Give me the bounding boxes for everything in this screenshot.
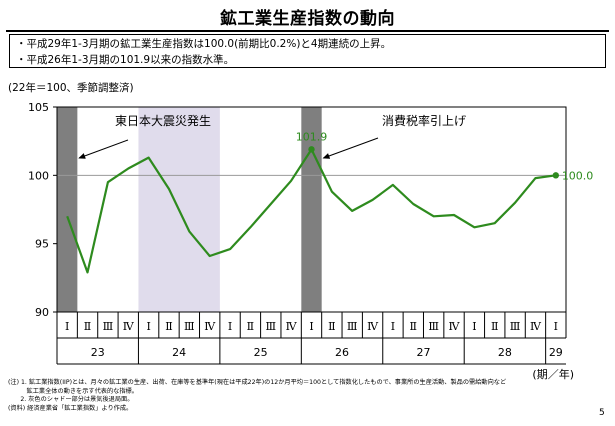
year-label-24: 24 xyxy=(172,346,186,359)
source-note: (資料) 経済産業省「鉱工業指数」より作成。 xyxy=(8,404,133,412)
year-label-25: 25 xyxy=(254,346,268,359)
quarter-label: Ⅳ xyxy=(123,320,135,333)
year-label-23: 23 xyxy=(91,346,105,359)
title-divider xyxy=(6,30,609,32)
plot-frame xyxy=(56,106,567,313)
summary-box: ・平成29年1-3月期の鉱工業生産指数は100.0(前期比0.2%)と4期連続の… xyxy=(9,34,606,68)
quarter-label: Ⅰ xyxy=(391,320,395,333)
quarter-label: Ⅱ xyxy=(328,320,335,333)
y-tick-label-100: 100 xyxy=(28,169,49,182)
quarter-label: Ⅰ xyxy=(65,320,69,333)
data-label-101.9: 101.9 xyxy=(296,130,328,143)
quarter-label: Ⅰ xyxy=(472,320,476,333)
quarter-label: Ⅱ xyxy=(410,320,417,333)
quarter-label: Ⅳ xyxy=(530,320,542,333)
quarter-label: Ⅳ xyxy=(449,320,461,333)
annotation-earthquake: 東日本大震災発生 xyxy=(115,114,211,128)
quarter-label: Ⅲ xyxy=(103,320,114,333)
footnote-2: 2. 灰色のシャドー部分は景気後退局面。 xyxy=(8,396,134,404)
page-number: 5 xyxy=(599,408,605,418)
quarter-label: Ⅱ xyxy=(247,320,254,333)
quarter-label: Ⅳ xyxy=(367,320,379,333)
quarter-label: Ⅱ xyxy=(491,320,498,333)
year-label-28: 28 xyxy=(498,346,512,359)
year-label-26: 26 xyxy=(335,346,349,359)
quarter-label: Ⅱ xyxy=(84,320,91,333)
x-axis-label: (期／年) xyxy=(532,367,574,380)
data-label-100.0: 100.0 xyxy=(562,169,594,182)
summary-bullet-1: ・平成29年1-3月期の鉱工業生産指数は100.0(前期比0.2%)と4期連続の… xyxy=(16,38,392,50)
quarter-label: Ⅱ xyxy=(165,320,172,333)
data-point-101.9 xyxy=(308,146,315,153)
quarter-label: Ⅰ xyxy=(228,320,232,333)
y-tick-label-90: 90 xyxy=(35,306,49,319)
quarter-label: Ⅰ xyxy=(146,320,150,333)
quarter-label: Ⅲ xyxy=(347,320,358,333)
shading-band-1 xyxy=(57,107,78,312)
quarter-label: Ⅲ xyxy=(184,320,195,333)
data-point-100.0 xyxy=(552,172,560,179)
year-label-27: 27 xyxy=(416,346,430,359)
footnote-1: (注) 1. 鉱工業指数(IIP)とは、月々の鉱工業の生産、出荷、在庫等を基準年… xyxy=(8,379,507,386)
y-tick-label-95: 95 xyxy=(35,238,49,251)
summary-bullet-2: ・平成26年1-3月期の101.9以来の指数水準。 xyxy=(16,54,235,66)
quarter-label: Ⅰ xyxy=(309,320,313,333)
quarter-label: Ⅳ xyxy=(204,320,216,333)
footnotes: (注) 1. 鉱工業指数(IIP)とは、月々の鉱工業の生産、出荷、在庫等を基準年… xyxy=(8,379,506,413)
quarter-label: Ⅲ xyxy=(428,320,439,333)
year-label-29: 29 xyxy=(549,346,563,359)
page-title: 鉱工業生産指数の動向 xyxy=(220,9,395,29)
annotation-tax-hike: 消費税率引上げ xyxy=(382,113,466,128)
unit-note: (22年＝100、季節調整済) xyxy=(8,82,134,94)
quarter-label: Ⅲ xyxy=(265,320,276,333)
footnote-1-cont: 鉱工業全体の動きを示す代表的な指標。 xyxy=(8,387,138,395)
quarter-label: Ⅰ xyxy=(554,320,558,333)
annotation-earthquake-arrow xyxy=(78,139,129,159)
quarter-label: Ⅲ xyxy=(510,320,521,333)
y-tick-label-105: 105 xyxy=(28,101,49,114)
quarter-label: Ⅳ xyxy=(286,320,298,333)
annotation-tax-hike-arrow xyxy=(322,137,379,159)
